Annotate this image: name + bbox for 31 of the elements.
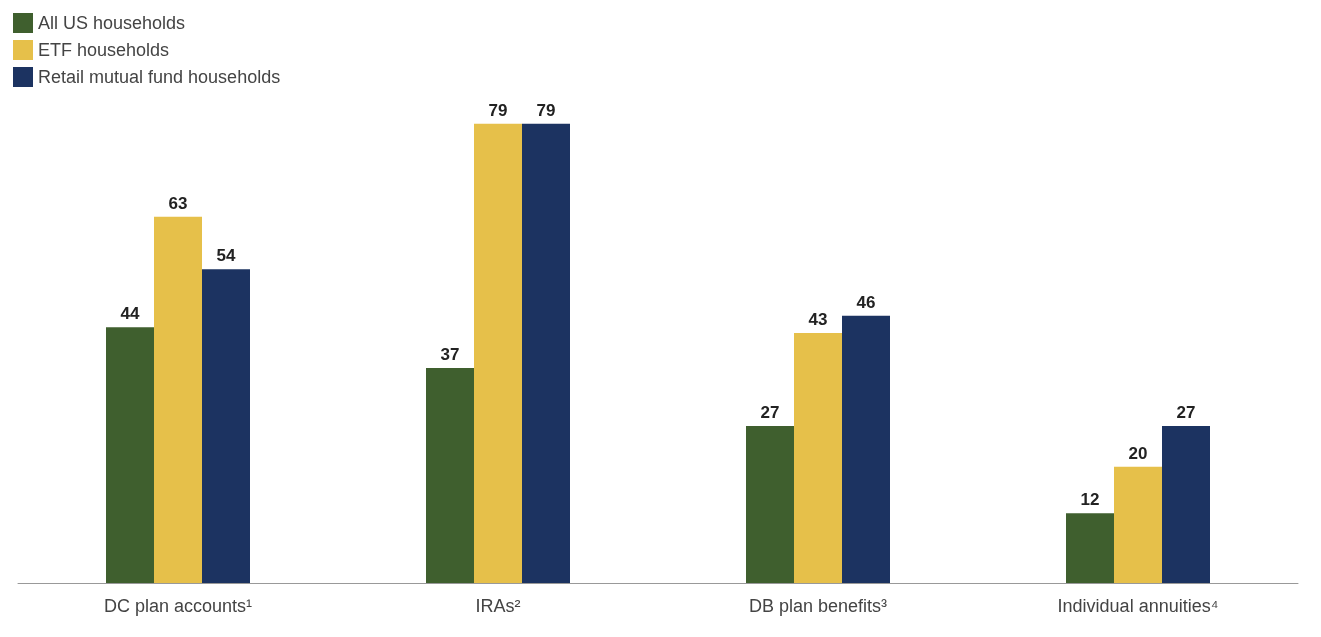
data-label: 79	[536, 100, 556, 120]
x-tick-label: DB plan benefits³	[748, 596, 888, 616]
bar	[842, 315, 890, 583]
x-tick-label: Individual annuities⁴	[1057, 596, 1219, 616]
data-label: 37	[440, 344, 460, 364]
legend-label: ETF households	[38, 40, 170, 60]
bar	[154, 216, 202, 583]
data-label: 79	[488, 100, 508, 120]
data-label: 12	[1080, 490, 1100, 510]
bar	[474, 123, 522, 583]
bar	[794, 333, 842, 583]
data-label: 54	[216, 246, 236, 266]
data-label: 44	[120, 304, 140, 324]
legend-label: Retail mutual fund households	[38, 67, 281, 87]
bar	[746, 426, 794, 583]
data-label: 27	[1176, 403, 1196, 423]
data-label: 63	[168, 193, 188, 213]
data-label: 43	[808, 310, 828, 330]
bar	[106, 327, 154, 583]
data-label: 46	[856, 292, 876, 312]
x-tick-label: DC plan accounts¹	[103, 596, 253, 616]
legend-label: All US households	[38, 13, 186, 33]
x-tick-label: IRAs²	[475, 596, 521, 616]
bar	[202, 269, 250, 583]
bar	[1114, 466, 1162, 583]
bar	[426, 367, 474, 583]
data-label: 20	[1128, 443, 1148, 463]
bar	[1162, 426, 1210, 583]
bar	[1066, 513, 1114, 583]
data-label: 27	[760, 403, 780, 423]
bar	[522, 123, 570, 583]
